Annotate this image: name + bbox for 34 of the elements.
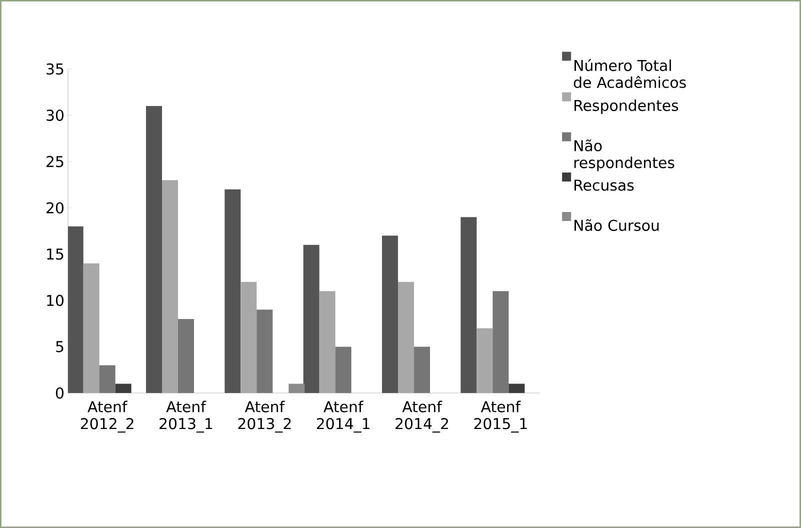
legend-label: Não respondentes bbox=[574, 139, 674, 172]
y-tick-label: 35 bbox=[46, 63, 64, 75]
x-tick-label: Atenf 2013_1 bbox=[160, 400, 212, 433]
y-tick-label: 30 bbox=[46, 110, 64, 121]
bar bbox=[178, 318, 194, 393]
y-tick-label: 25 bbox=[46, 156, 64, 168]
bar bbox=[288, 384, 305, 393]
y-tick-label: 10 bbox=[47, 294, 64, 306]
x-tick-label: Atenf 2014_2 bbox=[396, 400, 448, 433]
bar bbox=[224, 189, 241, 393]
legend-label: Número Total de Acadêmicos bbox=[574, 58, 686, 88]
legend-label: Recusas bbox=[574, 180, 634, 191]
y-tick-label: 20 bbox=[46, 202, 64, 214]
bar bbox=[335, 346, 352, 393]
legend-label: Respondentes bbox=[574, 100, 678, 114]
x-tick-label: Atenf 2013_2 bbox=[238, 400, 291, 433]
bar bbox=[303, 244, 320, 393]
bar bbox=[508, 384, 525, 393]
bar bbox=[414, 346, 430, 393]
y-tick-label: 0 bbox=[56, 387, 64, 399]
bar bbox=[68, 226, 84, 393]
bar bbox=[99, 365, 116, 393]
bar bbox=[115, 384, 132, 393]
bar bbox=[492, 291, 509, 393]
x-tick-label: Atenf 2012_2 bbox=[80, 400, 134, 433]
bar bbox=[382, 236, 398, 393]
legend-label: Não Cursou bbox=[574, 219, 659, 232]
bar bbox=[146, 106, 162, 393]
x-tick-label: Atenf 2014_1 bbox=[316, 400, 370, 433]
y-tick-label: 5 bbox=[56, 341, 64, 352]
x-tick-label: Atenf 2015_1 bbox=[474, 400, 527, 433]
bar bbox=[256, 310, 273, 393]
bar bbox=[460, 217, 477, 393]
y-tick-label: 15 bbox=[47, 248, 64, 260]
